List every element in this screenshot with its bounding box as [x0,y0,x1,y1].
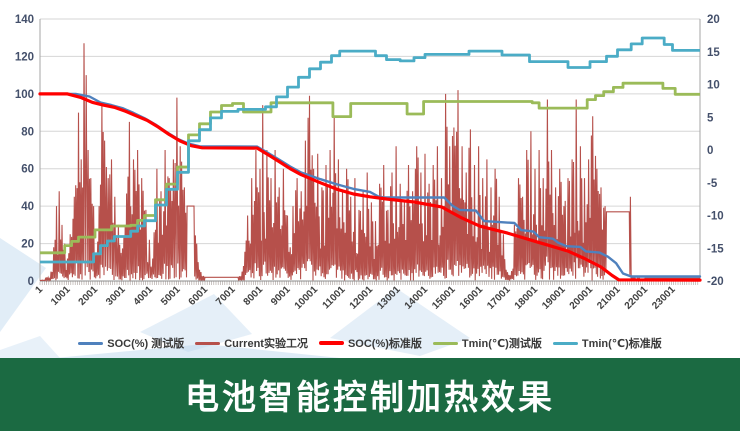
y-left-tick-label: 40 [21,201,34,213]
title-banner: 电池智能控制加热效果 [0,358,740,431]
x-tick-label: 11001 [321,284,348,311]
x-tick-label: 8001 [242,284,266,308]
x-tick-label: 13001 [375,284,403,312]
series-Tmin(℃)测试版 [40,81,700,255]
legend-swatch-icon [552,341,578,345]
x-tick-label: 2001 [77,284,101,308]
x-tick-label: 10001 [293,284,321,312]
legend-item-0: SOC(%) 测试版 [78,335,184,351]
legend-item-1: Current实验工况 [195,335,308,351]
x-tick-label: 9001 [269,284,293,308]
x-tick-label: 14001 [403,284,431,312]
legend-item-2: SOC(%)标准版 [318,335,422,351]
legend-item-3: Tmin(℃)测试版 [432,335,542,351]
x-tick-label: 12001 [348,284,376,312]
x-tick-label: 1 [33,284,45,296]
y-right-tick-label: -20 [707,276,724,288]
legend-swatch-icon [195,341,221,345]
x-tick-label: 3001 [104,284,128,308]
x-tick-label: 4001 [132,284,156,308]
y-right-tick-label: 15 [707,47,720,59]
legend-label: Current实验工况 [224,338,308,350]
x-tick-label: 6001 [187,284,211,308]
y-left-tick-label: 140 [15,14,34,26]
legend-label: SOC(%) 测试版 [107,338,185,350]
legend-label: SOC(%)标准版 [347,338,422,350]
chart-legend: SOC(%) 测试版 Current实验工况 SOC(%)标准版 Tmin(℃)测试版… [0,331,740,355]
y-right-tick-label: 0 [707,145,713,157]
y-right-tick-label: 10 [707,80,720,92]
series-Tmin(℃)标准版 [40,36,700,264]
x-tick-label: 5001 [159,284,183,308]
legend-label: Tmin(℃)标准版 [581,338,662,350]
legend-swatch-icon [78,341,104,345]
x-tick-label: 21001 [595,284,623,312]
x-tick-label: 17001 [485,284,513,312]
series-Current实验工况 [40,43,700,283]
y-left-tick-label: 120 [15,51,34,63]
legend-label: Tmin(℃)测试版 [461,338,542,350]
x-tick-label: 19001 [540,284,568,312]
legend-item-4: Tmin(℃)标准版 [552,335,662,351]
y-left-tick-label: 20 [21,239,34,251]
banner-title: 电池智能控制加热效果 [185,379,555,417]
y-left-tick-label: 80 [21,126,34,138]
x-tick-label: 7001 [214,284,238,308]
y-right-tick-label: 20 [707,14,720,26]
y-left-tick-label: 60 [21,164,34,176]
y-right-tick-label: -15 [707,243,724,255]
y-right-tick-label: 5 [707,112,714,124]
y-right-tick-label: -10 [707,211,724,223]
x-tick-label: 18001 [513,284,541,312]
x-tick-label: 16001 [458,284,486,312]
battery-heating-chart: 0 20 40 60 80 100 120 140 -20 -15 -10 -5 0 5 10 15 20 1 10… [15,14,724,312]
legend-swatch-icon [432,341,458,345]
y-left-tick-label: 100 [15,89,34,101]
legend-swatch-icon [318,341,344,345]
x-tick-label: 20001 [568,284,596,312]
series-SOC(%)标准版 [38,92,702,282]
y-right-tick-label: -5 [707,178,718,190]
x-tick-label: 23001 [650,284,678,312]
y-left-tick-label: 0 [28,276,34,288]
x-tick-label: 1001 [49,284,73,308]
x-tick-label: 15001 [430,284,458,312]
x-tick-label: 22001 [623,284,651,312]
